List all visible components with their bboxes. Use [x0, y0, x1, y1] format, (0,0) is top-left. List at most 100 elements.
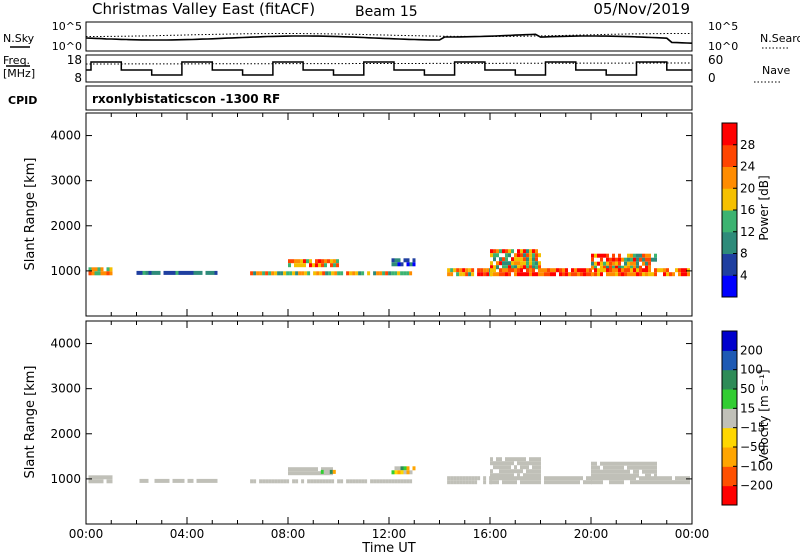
heatmap-cell — [538, 265, 541, 270]
heatmap-cell — [465, 480, 469, 485]
heatmap-cell — [615, 476, 618, 481]
heatmap-cell — [562, 476, 565, 481]
heatmap-cell — [615, 261, 618, 266]
heatmap-cell — [508, 461, 511, 466]
heatmap-cell — [618, 272, 621, 277]
heatmap-cell — [535, 261, 538, 266]
heatmap-cell — [666, 268, 669, 273]
heatmap-cell — [544, 476, 547, 481]
heatmap-cell — [483, 476, 487, 481]
heatmap-cell — [163, 478, 167, 483]
heatmap-cell — [529, 249, 532, 254]
heatmap-cell — [292, 271, 296, 276]
heatmap-cell — [568, 272, 571, 277]
heatmap-cell — [591, 253, 594, 258]
heatmap-cell — [409, 470, 413, 475]
time-tick-label: 12:00 — [372, 527, 407, 541]
heatmap-cell — [600, 473, 603, 478]
heatmap-cell — [639, 257, 642, 262]
heatmap-cell — [651, 272, 654, 277]
colorbar-tick-label: −100 — [740, 459, 773, 473]
heatmap-cell — [630, 480, 633, 485]
heatmap-cell — [535, 272, 538, 277]
heatmap-cell — [621, 465, 624, 470]
heatmap-cell — [538, 476, 541, 481]
heatmap-cell — [636, 272, 639, 277]
heatmap-cell — [544, 480, 547, 485]
heatmap-cell — [490, 249, 493, 254]
heatmap-cell — [532, 272, 535, 277]
heatmap-cell — [373, 479, 377, 484]
heatmap-cell — [535, 473, 538, 478]
heatmap-cell — [636, 265, 639, 270]
heatmap-cell — [88, 475, 92, 480]
heatmap-cell — [490, 272, 493, 277]
heatmap-cell — [297, 263, 300, 268]
heatmap-cell — [523, 473, 526, 478]
heatmap-cell — [175, 478, 179, 483]
heatmap-cell — [291, 471, 294, 476]
heatmap-cell — [496, 461, 499, 466]
freq-label: Freq. — [3, 54, 30, 67]
heatmap-cell — [193, 270, 197, 275]
heatmap-cell — [370, 479, 374, 484]
heatmap-cell — [508, 272, 511, 277]
heatmap-cell — [642, 469, 645, 474]
heatmap-cell — [603, 473, 606, 478]
heatmap-cell — [663, 476, 666, 481]
heatmap-cell — [511, 257, 514, 262]
heatmap-cell — [315, 467, 318, 472]
heatmap-cell — [645, 480, 648, 485]
heatmap-cell — [511, 469, 514, 474]
heatmap-cell — [630, 465, 633, 470]
heatmap-cell — [406, 479, 410, 484]
heatmap-cell — [480, 272, 484, 277]
heatmap-cell — [214, 478, 218, 483]
heatmap-cell — [511, 476, 514, 481]
heatmap-cell — [106, 271, 110, 276]
heatmap-cell — [412, 262, 416, 267]
heatmap-cell — [523, 480, 526, 485]
heatmap-cell — [483, 272, 487, 277]
heatmap-cell — [586, 268, 589, 273]
heatmap-cell — [618, 469, 621, 474]
heatmap-cell — [400, 262, 404, 267]
heatmap-cell — [468, 476, 472, 481]
heatmap-cell — [684, 476, 687, 481]
heatmap-cell — [496, 465, 499, 470]
heatmap-cell — [538, 268, 541, 273]
heatmap-cell — [547, 480, 550, 485]
heatmap-cell — [307, 271, 311, 276]
heatmap-cell — [471, 476, 475, 481]
ytick-label-2000: 2000 — [50, 427, 81, 441]
heatmap-cell — [600, 272, 603, 277]
time-tick-label: 08:00 — [271, 527, 306, 541]
heatmap-cell — [642, 257, 645, 262]
heatmap-cell — [453, 480, 457, 485]
heatmap-cell — [594, 469, 597, 474]
heatmap-cell — [618, 253, 621, 258]
colorbar-tick-label: 50 — [740, 382, 755, 396]
heatmap-cell — [654, 469, 657, 474]
heatmap-cell — [681, 272, 684, 277]
heatmap-cell — [621, 461, 624, 466]
colorbar-swatch — [722, 231, 737, 254]
heatmap-cell — [412, 466, 416, 471]
heatmap-cell — [648, 257, 651, 262]
heatmap-cell — [502, 268, 505, 273]
heatmap-cell — [447, 272, 451, 277]
heatmap-cell — [687, 480, 690, 485]
heatmap-cell — [526, 272, 529, 277]
heatmap-cell — [541, 268, 544, 273]
ytick-label-4000: 4000 — [50, 129, 81, 143]
heatmap-cell — [612, 261, 615, 266]
heatmap-cell — [535, 253, 538, 258]
heatmap-cell — [459, 480, 463, 485]
heatmap-cell — [184, 270, 188, 275]
heatmap-cell — [303, 471, 306, 476]
heatmap-cell — [574, 272, 577, 277]
heatmap-cell — [453, 476, 457, 481]
heatmap-cell — [636, 257, 639, 262]
heatmap-cell — [493, 476, 496, 481]
heatmap-cell — [447, 268, 451, 273]
